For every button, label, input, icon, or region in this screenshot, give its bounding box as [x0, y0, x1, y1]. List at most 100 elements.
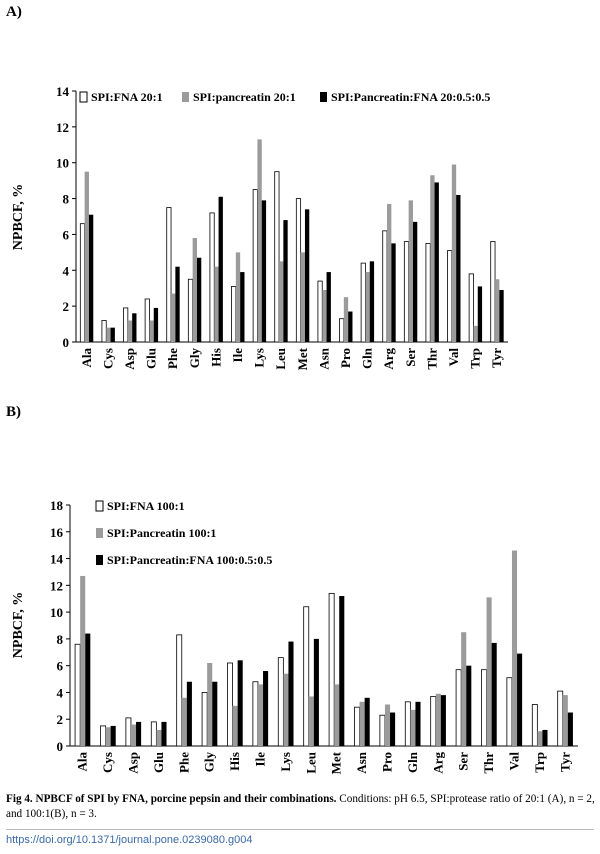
chart-a-y-tick-label: 2	[63, 299, 70, 314]
chart-a-x-tick-gly: Gly	[187, 348, 202, 369]
chart-a-x-tick-gln: Gln	[360, 347, 375, 369]
chart-a-x-tick-val: Val	[446, 348, 461, 367]
panel-label-b: B)	[6, 404, 21, 420]
chart-b-bar-s3-glu	[161, 721, 167, 746]
chart-a-bar-s3-lys	[261, 200, 267, 342]
chart-b-bar-s2-met	[334, 684, 340, 746]
chart-a-bar-s2-phe	[171, 293, 176, 342]
chart-b-bar-s3-met	[339, 596, 345, 746]
chart-b-bar-s2-arg	[435, 693, 441, 746]
chart-b-bar-s3-leu	[313, 638, 319, 746]
chart-a-x-tick-glu: Glu	[144, 348, 159, 369]
chart-a-x-tick-cys: Cys	[100, 348, 115, 369]
chart-b-bar-s3-asp	[136, 721, 142, 746]
chart-a-bar-s3-glu	[153, 307, 159, 342]
chart-a-bar-s3-ser	[412, 221, 418, 342]
chart-b-y-tick-label: 8	[57, 632, 64, 647]
chart-b-bar-s2-gln	[410, 709, 416, 746]
chart-a-bar-s3-phe	[175, 266, 180, 342]
chart-a-bar-s3-ala	[88, 214, 94, 342]
chart-a-bar-s1-gln	[360, 262, 366, 343]
chart-a-bar-s3-met	[304, 209, 310, 342]
chart-b-x-tick-pro: Pro	[380, 752, 395, 772]
chart-a-bar-s2-thr	[430, 175, 435, 342]
chart-b-bar-s1-thr	[481, 669, 487, 747]
chart-a-bar-s1-tyr	[490, 241, 496, 343]
chart-b-y-axis-label: NPBCF, %	[11, 592, 26, 658]
caption-divider	[6, 829, 594, 830]
chart-a-y-tick-label: 12	[56, 120, 69, 135]
chart-a-bar-s1-phe	[166, 207, 172, 343]
chart-b-x-tick-arg: Arg	[430, 752, 445, 774]
chart-b-bar-s2-glu	[156, 729, 162, 746]
chart-a-bar-s3-his	[218, 196, 223, 342]
chart-a-bar-s3-asn	[326, 272, 331, 342]
chart-a-bar-s3-val	[456, 194, 461, 342]
chart-a-legend-swatch-2	[182, 92, 189, 102]
chart-b-x-tick-asp: Asp	[126, 752, 141, 774]
chart-b-x-tick-val: Val	[507, 752, 522, 771]
chart-a-bar-s3-pro	[348, 311, 353, 342]
chart-a-bar-s1-gly	[187, 278, 194, 343]
chart-a-x-tick-asn: Asn	[316, 347, 331, 369]
chart-a-bar-s3-gly	[196, 257, 202, 342]
chart-b-x-tick-gly: Gly	[202, 752, 217, 773]
chart-b-y-tick-label: 10	[50, 605, 63, 620]
chart-b-x-tick-ser: Ser	[456, 752, 471, 771]
chart-b-x-tick-glu: Glu	[151, 752, 166, 773]
chart-a-bar-s2-trp	[473, 325, 478, 342]
chart-b-bar-s1-asn	[354, 706, 360, 747]
chart-a-bar-s2-ile	[235, 252, 241, 342]
chart-a-y-tick-label: 4	[63, 263, 70, 278]
chart-a-bar-s1-thr	[425, 242, 431, 343]
chart-b-y-tick-label: 18	[50, 498, 64, 513]
chart-a-x-tick-pro: Pro	[338, 348, 353, 368]
chart-a-y-tick-label: 8	[63, 192, 70, 207]
chart-b-bar-s1-tyr	[557, 690, 564, 747]
chart-b-bar-s1-lys	[277, 657, 284, 747]
chart-b-bar-s1-pro	[379, 714, 386, 747]
chart-a-bar-s2-val	[451, 164, 457, 342]
doi-link[interactable]: https://doi.org/10.1371/journal.pone.023…	[6, 834, 253, 846]
chart-b-y-tick-label: 12	[50, 578, 63, 593]
chart-b-bar-s2-lys	[283, 673, 289, 746]
chart-b-bar-s1-leu	[303, 606, 310, 747]
chart-a-bar-s2-cys	[106, 327, 111, 342]
chart-b-legend-swatch-3	[96, 555, 103, 565]
chart-b-bar-s2-gly	[207, 662, 213, 746]
chart-a-x-tick-leu: Leu	[273, 348, 288, 370]
chart-b-bar-s1-ala	[74, 643, 81, 747]
chart-b-legend-label-2: SPI:Pancreatin 100:1	[107, 526, 216, 540]
chart-b-x-tick-phe: Phe	[176, 752, 191, 773]
chart-a-legend-label-2: SPI:pancreatin 20:1	[193, 90, 296, 104]
chart-a-y-tick-label: 10	[56, 156, 69, 171]
chart-b-y-tick-label: 16	[50, 525, 64, 540]
chart-b-bar-s2-trp	[537, 731, 543, 746]
chart-b-bar-s3-asn	[364, 697, 370, 746]
chart-a-legend-label-1: SPI:FNA 20:1	[91, 90, 163, 104]
chart-a-x-tick-lys: Lys	[252, 348, 267, 368]
chart-b-x-tick-gln: Gln	[405, 751, 420, 773]
chart-a-bar-s2-gly	[192, 238, 197, 342]
chart-a-bar-s3-asp	[132, 313, 137, 342]
chart-a-bar-s2-ser	[408, 200, 413, 342]
chart-a-bar-s2-arg	[387, 203, 392, 342]
chart-b-bar-s1-ile	[252, 681, 259, 747]
chart-a-bar-s2-asp	[127, 320, 133, 342]
chart-b-bar-s1-cys	[100, 725, 106, 747]
chart-a-legend-swatch-3	[320, 92, 327, 102]
chart-b-y-tick-label: 0	[57, 739, 64, 754]
chart-b-bar-s2-val	[511, 550, 518, 746]
chart-b-bar-s1-arg	[430, 696, 437, 747]
chart-a-bar-s1-asp	[123, 307, 129, 343]
chart-b-bar-s3-ala	[85, 633, 91, 746]
chart-a-bar-s2-his	[214, 266, 219, 342]
chart-b-legend-swatch-1	[95, 500, 104, 512]
chart-a-bar-s3-arg	[391, 243, 396, 342]
chart-b-bar-s3-gly	[212, 681, 218, 746]
chart-b-bar-s2-ser	[461, 632, 467, 746]
chart-b-bar-s1-trp	[531, 704, 538, 747]
chart-b-bar-s1-val	[506, 677, 513, 747]
chart-b-bar-s2-ala	[80, 575, 86, 746]
chart-a-bar-s2-pro	[343, 297, 349, 342]
